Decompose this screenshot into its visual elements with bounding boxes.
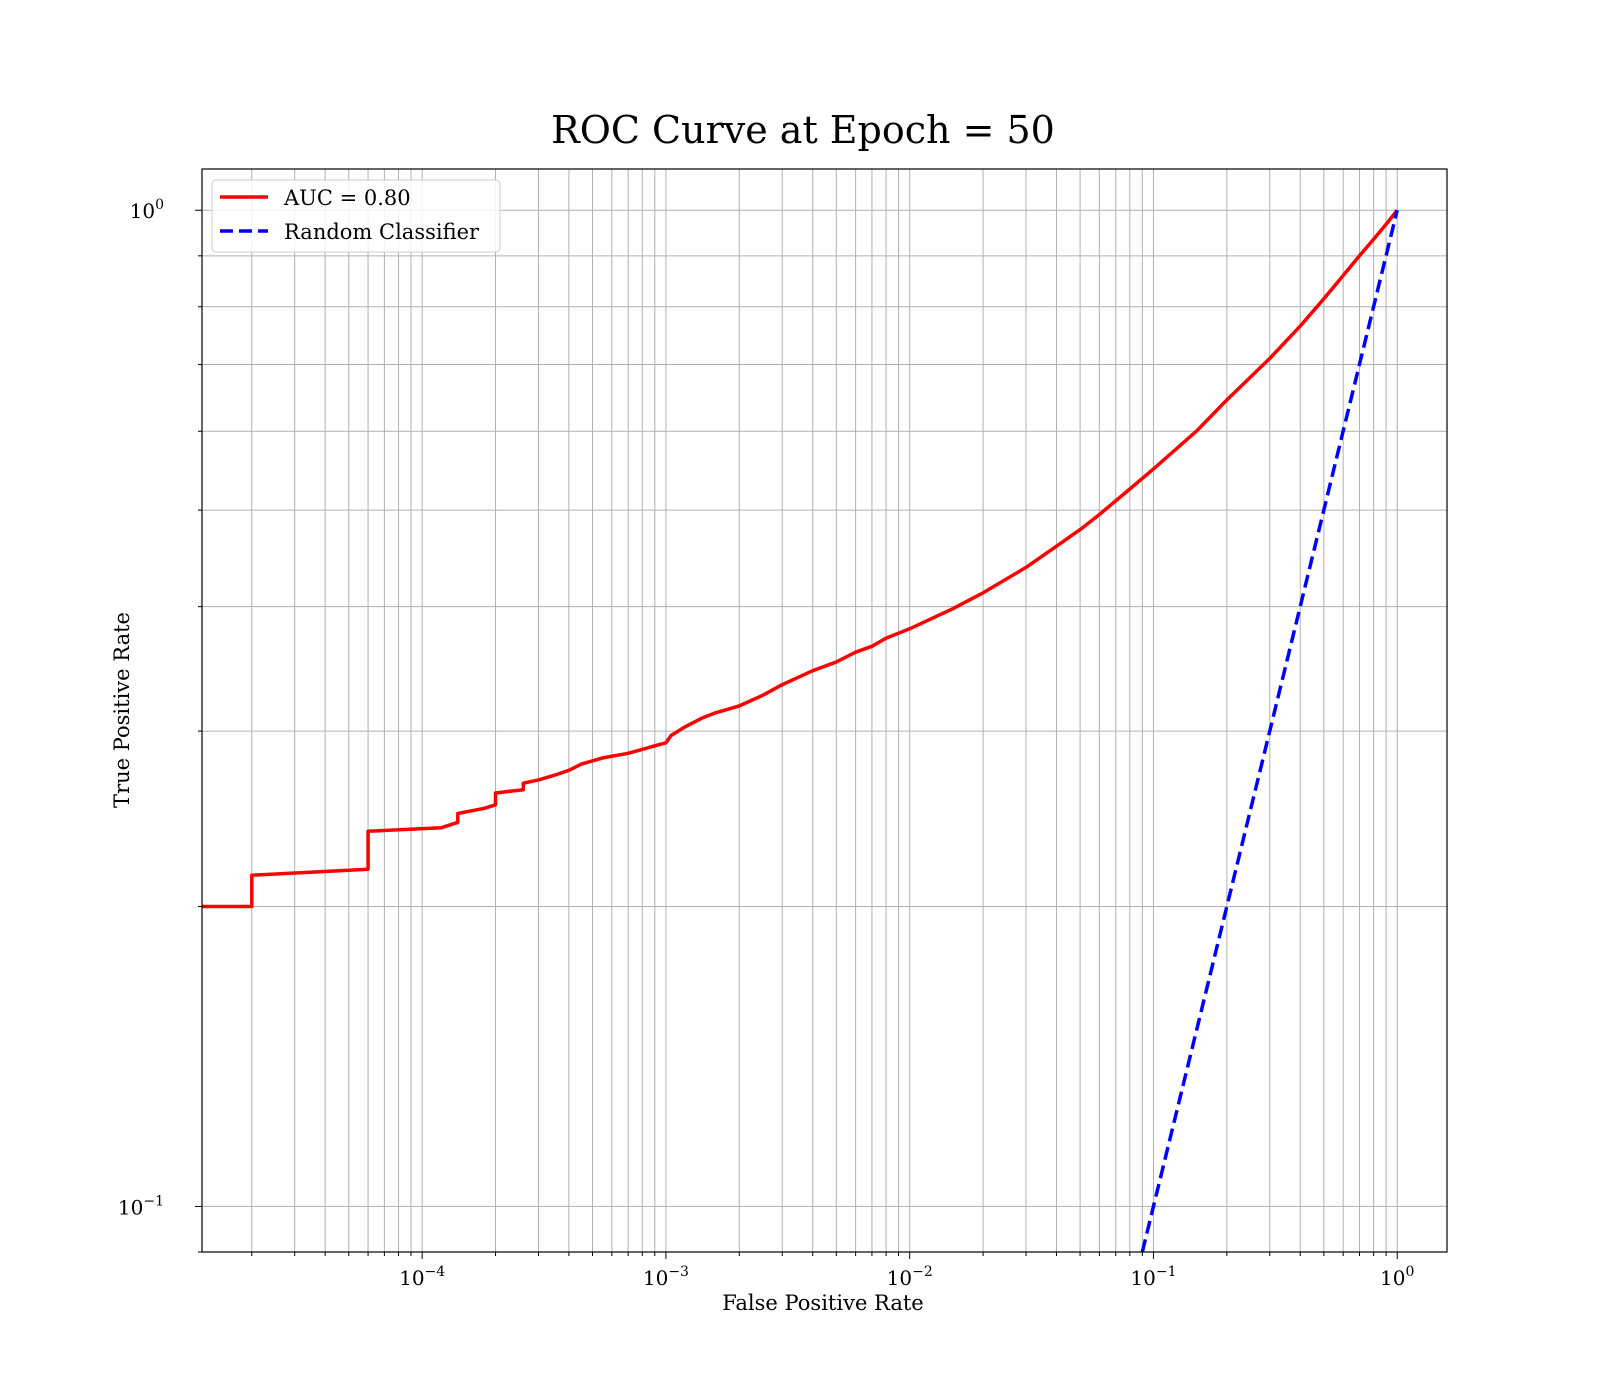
- x-tick-label: 100: [1380, 1264, 1414, 1290]
- chart-title: ROC Curve at Epoch = 50: [551, 108, 1055, 152]
- roc-curve-line: [202, 209, 1399, 909]
- y-axis-label: True Positive Rate: [110, 612, 134, 808]
- y-tick-label: 100: [130, 197, 164, 223]
- series-layer: [202, 209, 1399, 1252]
- legend-box: [211, 179, 501, 253]
- grid-layer: [202, 169, 1447, 1253]
- tick-layer: 10−4 10−3 10−2 10−1 100 10−1 100: [118, 197, 1415, 1290]
- x-axis-label: False Positive Rate: [722, 1291, 923, 1315]
- legend: AUC = 0.80 Random Classifier: [211, 179, 501, 253]
- x-tick-label: 10−1: [1130, 1264, 1176, 1290]
- y-tick-label: 10−1: [118, 1193, 164, 1219]
- plot-frame: [201, 168, 1448, 1253]
- x-tick-label: 10−2: [887, 1264, 933, 1290]
- x-tick-label: 10−4: [399, 1264, 445, 1290]
- legend-label-auc: AUC = 0.80: [283, 186, 411, 210]
- legend-label-random: Random Classifier: [284, 220, 480, 244]
- random-classifier-line: [1140, 209, 1399, 1252]
- x-tick-label: 10−3: [643, 1264, 689, 1290]
